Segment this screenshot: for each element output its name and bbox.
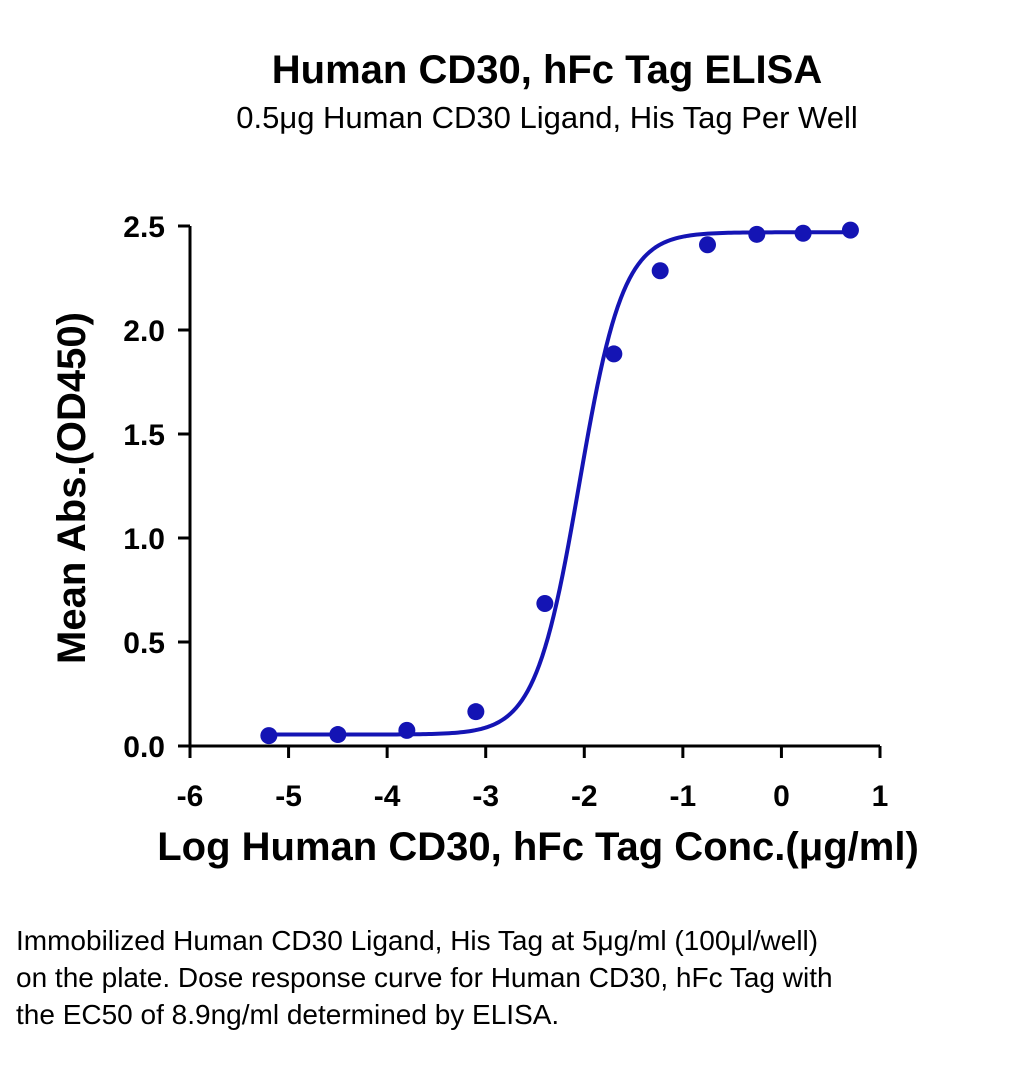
y-tick-label: 2.0: [123, 315, 165, 348]
axes: -6 -5 -4 -3 -2 -1 0 1 0.0 0.5 1.0 1.5 2.0 2.5: [123, 211, 888, 813]
x-axis-label: Log Human CD30, hFc Tag Conc.(μg/ml): [157, 825, 919, 869]
data-point: [605, 345, 623, 363]
fit-curve-layer: [268, 230, 851, 737]
data-point: [398, 721, 416, 739]
x-tick-label: -4: [374, 780, 401, 813]
chart: Human CD30, hFc Tag ELISA 0.5μg Human CD…: [50, 48, 919, 869]
data-point: [260, 727, 278, 745]
fit-curve: [268, 230, 851, 737]
data-point: [794, 224, 812, 242]
data-point: [748, 225, 766, 243]
x-tick-label: 0: [773, 780, 790, 813]
chart-subtitle: 0.5μg Human CD30 Ligand, His Tag Per Wel…: [236, 100, 858, 135]
x-tick-label: -6: [177, 780, 204, 813]
y-tick-label: 1.0: [123, 523, 165, 556]
data-points-layer: [260, 221, 859, 745]
data-point: [329, 726, 347, 744]
x-tick-label: 1: [872, 780, 889, 813]
y-axis-label: Mean Abs.(OD450): [50, 312, 94, 664]
chart-title: Human CD30, hFc Tag ELISA: [272, 48, 822, 92]
y-tick-label: 2.5: [123, 211, 165, 244]
data-point: [536, 595, 554, 613]
x-tick-label: -1: [670, 780, 697, 813]
y-tick-label: 1.5: [123, 419, 165, 452]
x-tick-label: -3: [472, 780, 499, 813]
y-tick-label: 0.0: [123, 731, 165, 764]
data-point: [467, 703, 485, 721]
x-tick-label: -5: [275, 780, 302, 813]
chart-caption: Immobilized Human CD30 Ligand, His Tag a…: [16, 925, 833, 1030]
x-tick-label: -2: [571, 780, 598, 813]
data-point: [841, 221, 859, 239]
data-point: [699, 236, 716, 254]
data-point: [651, 262, 669, 280]
y-tick-label: 0.5: [123, 627, 165, 660]
